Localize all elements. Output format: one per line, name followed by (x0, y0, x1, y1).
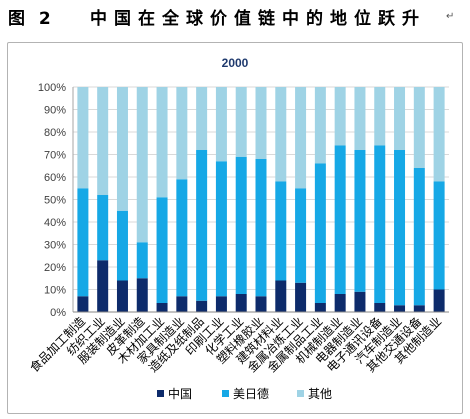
bar-other-19 (433, 87, 445, 182)
bar-china-11 (275, 280, 287, 312)
bar-us-japan-germany-11 (275, 181, 287, 281)
legend-item-other: 其他 (297, 387, 332, 401)
bar-china-7 (196, 300, 208, 312)
bar-china-19 (433, 289, 445, 312)
bar-china-9 (235, 294, 247, 312)
legend-label: 美日德 (233, 386, 269, 401)
bar-other-17 (394, 87, 406, 150)
y-tick-label: 80% (44, 127, 66, 139)
bar-china-14 (334, 294, 346, 312)
bar-china-6 (176, 296, 188, 312)
bar-other-6 (176, 87, 188, 180)
bar-other-8 (215, 87, 227, 162)
bar-other-2 (97, 87, 109, 195)
bar-other-9 (235, 87, 247, 157)
bar-china-10 (255, 296, 267, 312)
bar-us-japan-germany-13 (314, 163, 326, 303)
legend-swatch (157, 390, 164, 397)
legend-label: 其他 (308, 387, 332, 401)
bars (77, 87, 445, 312)
bar-us-japan-germany-15 (354, 150, 366, 292)
bar-us-japan-germany-8 (215, 161, 227, 297)
y-tick-label: 40% (44, 217, 66, 229)
bar-china-15 (354, 291, 366, 312)
bar-china-16 (374, 303, 386, 312)
y-tick-label: 20% (44, 262, 66, 274)
bar-china-18 (413, 305, 425, 312)
bar-us-japan-germany-4 (136, 242, 148, 279)
bar-us-japan-germany-12 (295, 188, 307, 283)
legend-swatch (222, 390, 229, 397)
figure-caption: 中国在全球价值链中的地位跃升 (90, 9, 426, 29)
bar-other-4 (136, 87, 148, 243)
bar-us-japan-germany-5 (156, 197, 168, 303)
y-tick-label: 70% (44, 150, 66, 162)
legend-item-us-japan-germany: 美日德 (222, 386, 269, 401)
bar-other-1 (77, 87, 89, 189)
bar-china-2 (97, 260, 109, 312)
paragraph-mark-icon: ↵ (446, 11, 455, 22)
bar-china-12 (295, 282, 307, 312)
y-tick-label: 0% (50, 307, 66, 319)
bar-other-14 (334, 87, 346, 146)
legend-swatch (297, 390, 304, 397)
y-axis: 0% 10% 20% 30% 40% 50% 60% 70% 80% 90% 100% (38, 82, 74, 319)
figure-number: 图 2 (8, 9, 55, 29)
bar-other-3 (116, 87, 128, 211)
bar-other-12 (295, 87, 307, 189)
bar-us-japan-germany-1 (77, 188, 89, 297)
chart-title: 2000 (222, 56, 249, 70)
legend: 中国 美日德 其他 (157, 386, 332, 401)
bar-other-10 (255, 87, 267, 159)
bar-other-13 (314, 87, 326, 164)
legend-item-china: 中国 (157, 386, 192, 401)
y-tick-label: 50% (44, 195, 66, 207)
bar-china-13 (314, 303, 326, 312)
legend-label: 中国 (168, 386, 192, 401)
x-axis: 食品加工制造纺织工业服装制造业皮革制造木材加工业家具制造业造纸及纸制品印刷工业化… (26, 311, 449, 375)
bar-other-11 (275, 87, 287, 182)
bar-us-japan-germany-18 (413, 168, 425, 306)
bar-us-japan-germany-10 (255, 159, 267, 297)
bar-other-18 (413, 87, 425, 168)
bar-other-5 (156, 87, 168, 198)
bar-other-15 (354, 87, 366, 150)
y-tick-label: 10% (44, 285, 66, 297)
bar-china-3 (116, 280, 128, 312)
bar-us-japan-germany-16 (374, 145, 386, 303)
bar-us-japan-germany-14 (334, 145, 346, 294)
y-tick-label: 30% (44, 240, 66, 252)
y-tick-label: 60% (44, 172, 66, 184)
bar-other-16 (374, 87, 386, 146)
bar-us-japan-germany-3 (116, 210, 128, 281)
bar-china-5 (156, 303, 168, 312)
bar-us-japan-germany-2 (97, 195, 109, 261)
bar-us-japan-germany-19 (433, 181, 445, 290)
y-tick-label: 100% (38, 82, 66, 94)
bar-china-4 (136, 278, 148, 312)
bar-us-japan-germany-6 (176, 179, 188, 297)
figure-caption-bar: 图 2 中国在全球价值链中的地位跃升 ↵ (0, 0, 470, 30)
bar-us-japan-germany-7 (196, 150, 208, 301)
bar-other-7 (196, 87, 208, 150)
bar-us-japan-germany-9 (235, 156, 247, 294)
bar-china-8 (215, 296, 227, 312)
bar-china-17 (394, 305, 406, 312)
bar-china-1 (77, 296, 89, 312)
bar-us-japan-germany-17 (394, 150, 406, 306)
y-tick-label: 90% (44, 105, 66, 117)
